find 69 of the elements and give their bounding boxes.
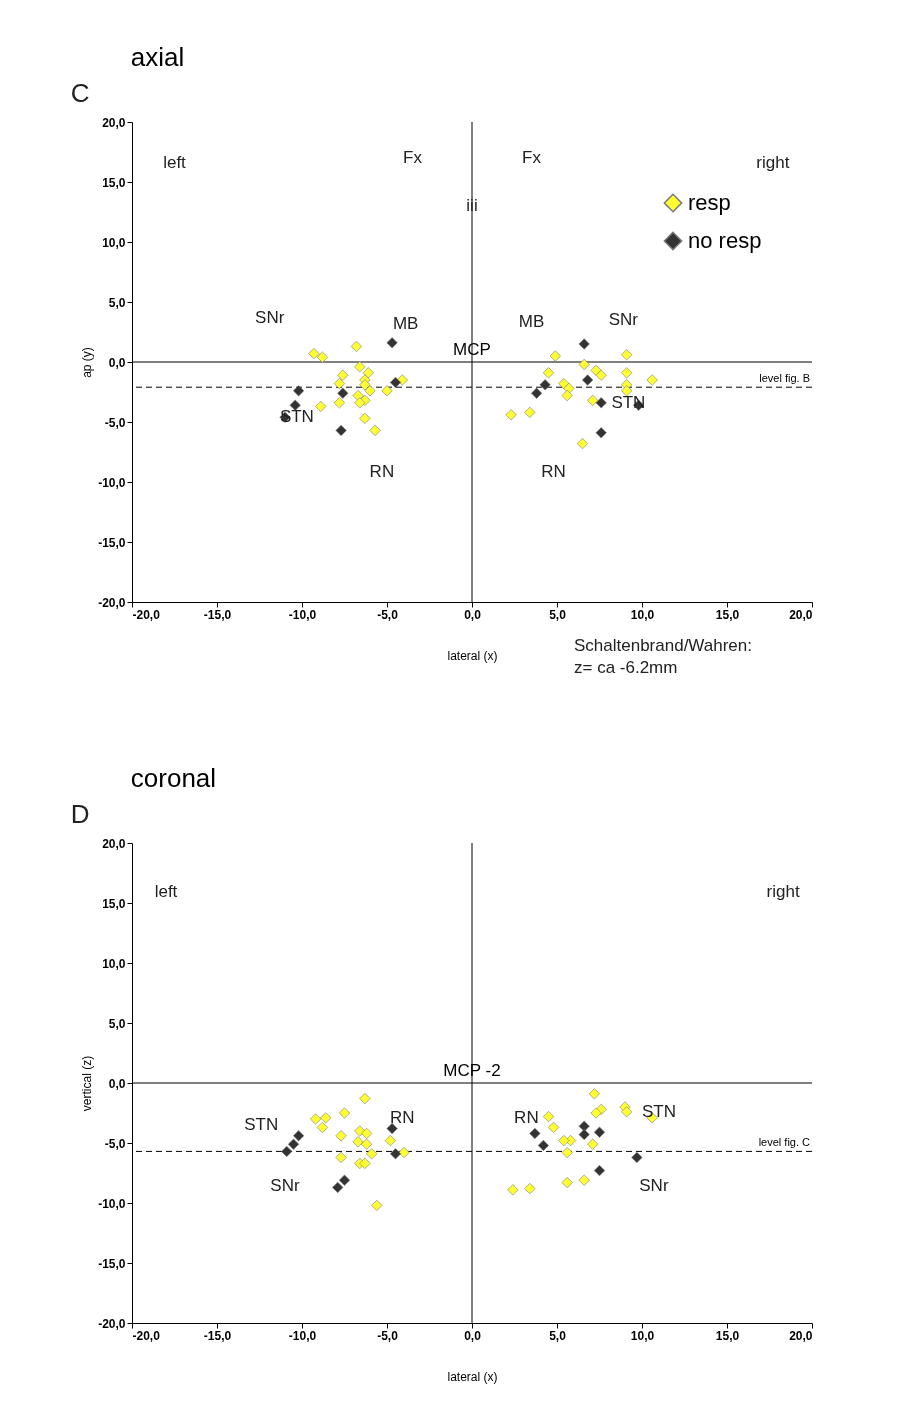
- chart-title: coronal: [130, 763, 217, 794]
- x-tick-label: -5,0: [377, 607, 399, 622]
- x-tick-label: 5,0: [549, 1328, 567, 1343]
- annotation: RN: [390, 1107, 415, 1127]
- x-tick-label: -20,0: [132, 607, 161, 622]
- y-tick-label: -5,0: [104, 1136, 126, 1151]
- x-tick-label: -10,0: [288, 607, 317, 622]
- annotation: SNr: [270, 1176, 300, 1196]
- text: C: [70, 78, 90, 109]
- annotation: left: [154, 882, 178, 902]
- ref-line-label: level fig. C: [758, 1136, 811, 1149]
- x-tick-label: 5,0: [549, 607, 567, 622]
- y-tick-label: 5,0: [108, 1016, 126, 1031]
- y-tick-label: 15,0: [102, 896, 126, 911]
- chart-title: axial: [130, 42, 185, 73]
- annotation: Fx: [403, 148, 423, 167]
- annotation: STN: [244, 1115, 279, 1134]
- annotation: SNr: [639, 1176, 669, 1196]
- ref-line-label: MCP -2: [443, 1061, 501, 1080]
- x-tick-label: -5,0: [377, 1328, 399, 1343]
- annotation: MB: [392, 313, 419, 333]
- annotation: Fx: [522, 148, 542, 167]
- y-tick-label: -15,0: [98, 535, 126, 550]
- x-tick-label: -10,0: [288, 1328, 317, 1343]
- x-axis-title: lateral (x): [447, 1369, 498, 1384]
- x-tick-label: 10,0: [630, 607, 655, 622]
- annotation: right: [756, 152, 790, 172]
- x-tick-label: 15,0: [715, 607, 740, 622]
- x-tick-label: 10,0: [630, 1328, 655, 1343]
- ref-line-label: MCP: [453, 340, 491, 359]
- x-tick-label: -15,0: [203, 607, 232, 622]
- x-tick-label: 0,0: [464, 607, 482, 622]
- text: Schaltenbrand/Wahren: z= ca -6.2mm: [574, 636, 752, 677]
- y-tick-label: 5,0: [108, 295, 126, 310]
- y-tick-label: 20,0: [102, 115, 126, 130]
- y-tick-label: 0,0: [108, 355, 126, 370]
- annotation: RN: [541, 462, 566, 482]
- annotation: left: [163, 152, 187, 172]
- annotation: RN: [514, 1107, 539, 1127]
- x-tick-label: -15,0: [203, 1328, 232, 1343]
- y-tick-label: 0,0: [108, 1076, 126, 1091]
- text: D: [70, 799, 90, 830]
- y-axis-title: vertical (z): [80, 1055, 95, 1112]
- x-tick-label: 0,0: [464, 1328, 482, 1343]
- y-tick-label: 15,0: [102, 175, 126, 190]
- x-tick-label: -20,0: [132, 1328, 161, 1343]
- y-axis-title: ap (y): [80, 347, 95, 378]
- x-tick-label: 15,0: [715, 1328, 740, 1343]
- y-tick-label: 10,0: [102, 956, 126, 971]
- annotation: SNr: [608, 310, 639, 329]
- y-tick-label: -20,0: [98, 595, 126, 610]
- y-tick-label: -5,0: [104, 415, 126, 430]
- y-tick-label: 20,0: [102, 836, 126, 851]
- y-tick-label: -15,0: [98, 1256, 126, 1271]
- x-tick-label: 20,0: [789, 607, 813, 622]
- annotation: MB: [518, 312, 545, 332]
- annotation: SNr: [255, 307, 285, 327]
- y-tick-label: -10,0: [98, 475, 126, 490]
- annotation: STN: [642, 1101, 676, 1121]
- annotation: right: [766, 882, 800, 902]
- y-tick-label: -20,0: [98, 1316, 126, 1331]
- ref-line-label: level fig. B: [759, 372, 810, 385]
- y-tick-label: -10,0: [98, 1196, 126, 1211]
- x-tick-label: 20,0: [789, 1328, 813, 1343]
- legend-label: resp: [688, 190, 731, 215]
- annotation: RN: [369, 462, 395, 482]
- legend-label: no resp: [688, 228, 762, 253]
- y-tick-label: 10,0: [102, 235, 126, 250]
- x-axis-title: lateral (x): [447, 648, 498, 663]
